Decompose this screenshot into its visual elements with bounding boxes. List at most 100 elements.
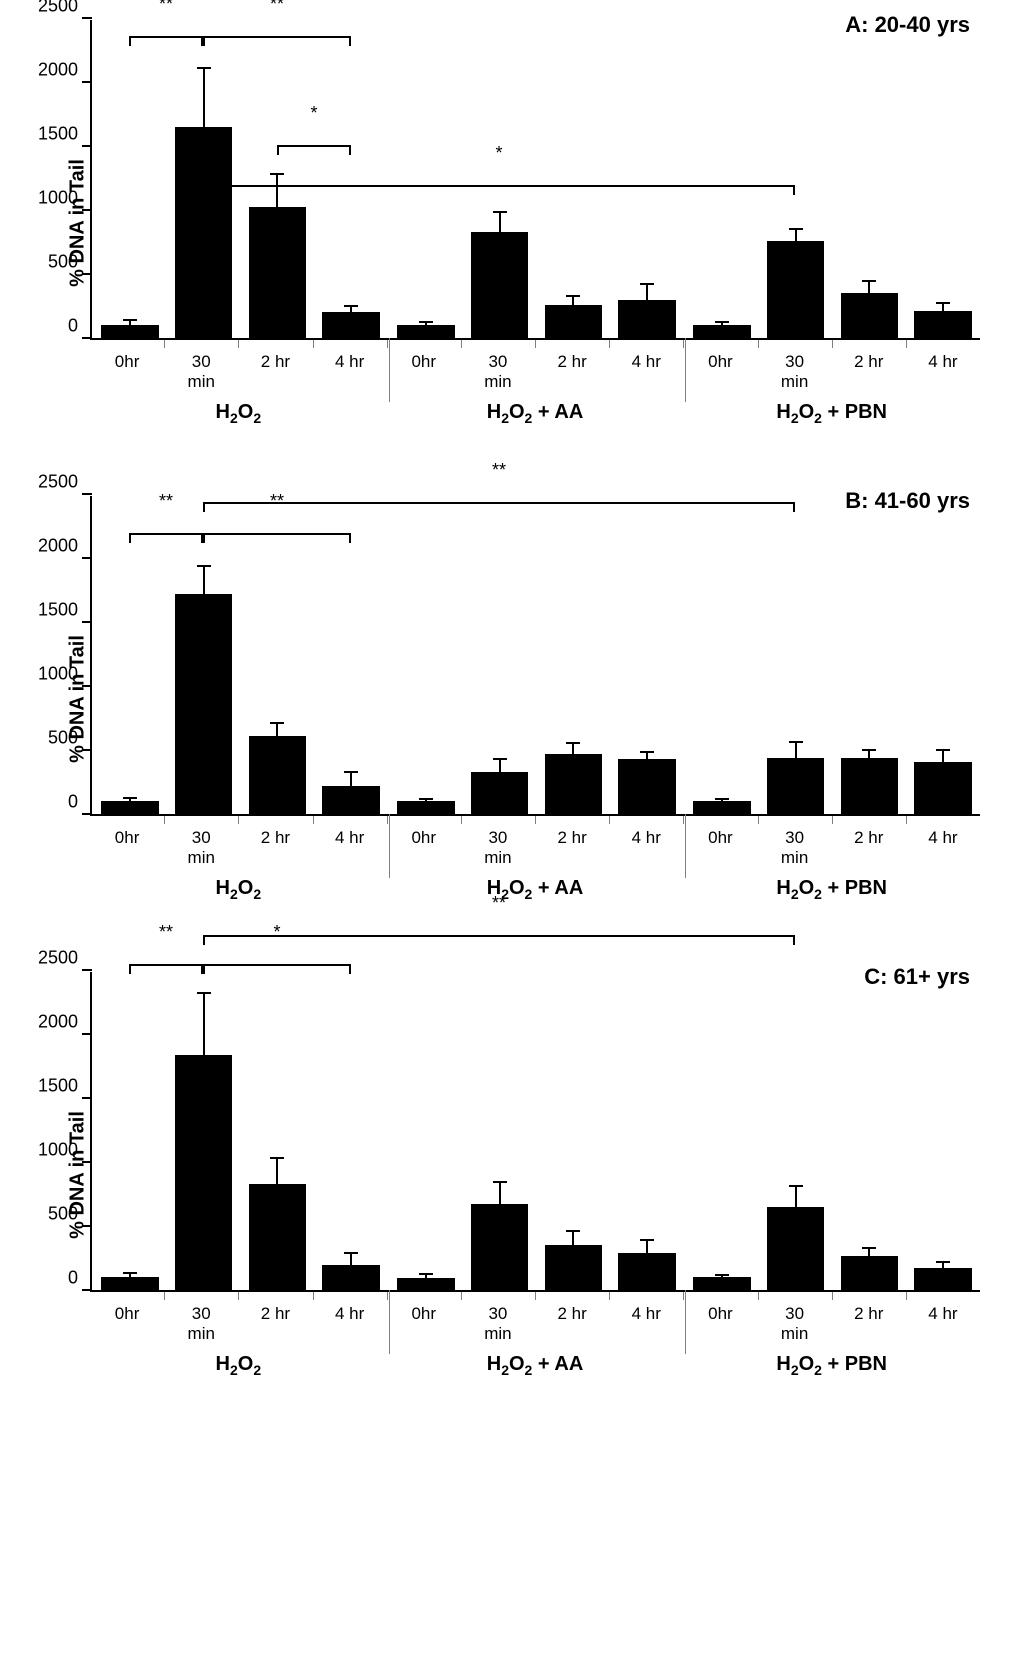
error-bar xyxy=(350,771,352,786)
error-bar xyxy=(942,1261,944,1269)
x-tick-label: 0hr xyxy=(683,828,757,867)
x-label-group: 0hr30min2 hr4 hr xyxy=(683,352,980,391)
x-tick xyxy=(683,816,684,824)
x-tick xyxy=(461,816,462,824)
error-bar xyxy=(129,797,131,801)
significance-label: * xyxy=(495,143,502,164)
bar-slot xyxy=(833,972,907,1290)
treatment-labels-row: H2O2H2O2 + AAH2O2 + PBN xyxy=(90,1353,980,1378)
error-bar xyxy=(425,798,427,801)
bar-slot xyxy=(314,972,388,1290)
bar xyxy=(101,1277,159,1290)
x-label-group: 0hr30min2 hr4 hr xyxy=(683,1304,980,1343)
x-tick-label: 2 hr xyxy=(535,1304,609,1343)
bar-slot xyxy=(389,496,463,814)
error-bar xyxy=(942,749,944,762)
x-label-group: 0hr30min2 hr4 hr xyxy=(387,1304,684,1343)
bar-slot xyxy=(93,972,167,1290)
y-tick xyxy=(82,17,92,19)
bar xyxy=(618,1253,676,1290)
x-tick-label: 4 hr xyxy=(313,828,387,867)
bar-slot xyxy=(241,496,315,814)
bar xyxy=(545,1245,603,1290)
y-tick-label: 0 xyxy=(68,1268,92,1289)
x-tick-label: 30min xyxy=(164,828,238,867)
x-tick xyxy=(387,816,388,824)
x-tick-label: 30min xyxy=(461,1304,535,1343)
bar xyxy=(322,786,380,814)
y-tick-label: 1000 xyxy=(38,664,92,685)
x-tick-label: 0hr xyxy=(90,352,164,391)
bar xyxy=(767,758,825,814)
bar xyxy=(322,312,380,338)
plot-area: 05001000150020002500****** xyxy=(90,496,980,816)
x-tick-label: 30min xyxy=(164,1304,238,1343)
error-bar xyxy=(721,798,723,801)
bar-slot xyxy=(906,972,980,1290)
x-label-group: 0hr30min2 hr4 hr xyxy=(387,352,684,391)
x-tick xyxy=(164,816,165,824)
y-tick-label: 1000 xyxy=(38,1140,92,1161)
treatment-label: H2O2 + AA xyxy=(387,401,684,426)
y-tick-label: 500 xyxy=(48,252,92,273)
x-label-group: 0hr30min2 hr4 hr xyxy=(90,828,387,867)
x-tick xyxy=(535,1292,536,1300)
plot-area: 05001000150020002500****** xyxy=(90,20,980,340)
x-tick xyxy=(758,1292,759,1300)
significance-bracket xyxy=(203,502,795,512)
significance-bracket xyxy=(203,964,351,974)
treatment-group xyxy=(92,496,388,814)
treatment-group xyxy=(388,972,684,1290)
error-bar xyxy=(425,321,427,325)
y-tick xyxy=(82,81,92,83)
y-tick xyxy=(82,749,92,751)
error-bar xyxy=(499,1181,501,1204)
x-tick-label: 4 hr xyxy=(313,352,387,391)
significance-bracket xyxy=(203,185,795,195)
chart: 05001000150020002500****** 0hr30min2 hr4 … xyxy=(90,496,980,902)
x-tick-label: 0hr xyxy=(387,352,461,391)
x-tick-label: 4 hr xyxy=(609,352,683,391)
bar xyxy=(397,325,455,338)
error-bar xyxy=(868,1247,870,1256)
significance-label: ** xyxy=(270,0,284,15)
error-bar xyxy=(350,305,352,313)
x-label-group: 0hr30min2 hr4 hr xyxy=(90,352,387,391)
x-tick-label: 30min xyxy=(758,352,832,391)
y-tick xyxy=(82,1033,92,1035)
bar xyxy=(101,325,159,338)
bar-slot xyxy=(610,972,684,1290)
x-tick xyxy=(313,816,314,824)
x-tick-label: 2 hr xyxy=(238,1304,312,1343)
bar-slot xyxy=(241,972,315,1290)
treatment-group xyxy=(92,972,388,1290)
y-tick xyxy=(82,621,92,623)
bar-slot xyxy=(610,20,684,338)
x-tick xyxy=(164,1292,165,1300)
error-bar xyxy=(868,280,870,293)
error-bar xyxy=(646,1239,648,1253)
error-bar xyxy=(646,283,648,300)
y-tick-label: 2500 xyxy=(38,948,92,969)
bar xyxy=(175,1055,233,1291)
treatment-label: H2O2 + AA xyxy=(387,1353,684,1378)
bar-slot xyxy=(685,972,759,1290)
x-tick xyxy=(387,340,388,348)
bar-slot xyxy=(610,496,684,814)
x-tick xyxy=(683,1292,684,1300)
bar-slot xyxy=(537,972,611,1290)
y-tick xyxy=(82,557,92,559)
treatment-group xyxy=(388,496,684,814)
bar-slot xyxy=(685,20,759,338)
treatment-labels-row: H2O2H2O2 + AAH2O2 + PBN xyxy=(90,401,980,426)
bar xyxy=(914,1268,972,1290)
chart: 05001000150020002500*****0hr30min2 hr4 h… xyxy=(90,972,980,1378)
bar-slot xyxy=(759,496,833,814)
x-label-group: 0hr30min2 hr4 hr xyxy=(387,828,684,867)
x-tick xyxy=(906,340,907,348)
x-tick xyxy=(758,816,759,824)
bar-slot xyxy=(685,496,759,814)
bar-slot xyxy=(167,20,241,338)
chart: 05001000150020002500****** 0hr30min2 hr4 … xyxy=(90,20,980,426)
x-labels-row: 0hr30min2 hr4 hr0hr30min2 hr4 hr0hr30min… xyxy=(90,828,980,867)
